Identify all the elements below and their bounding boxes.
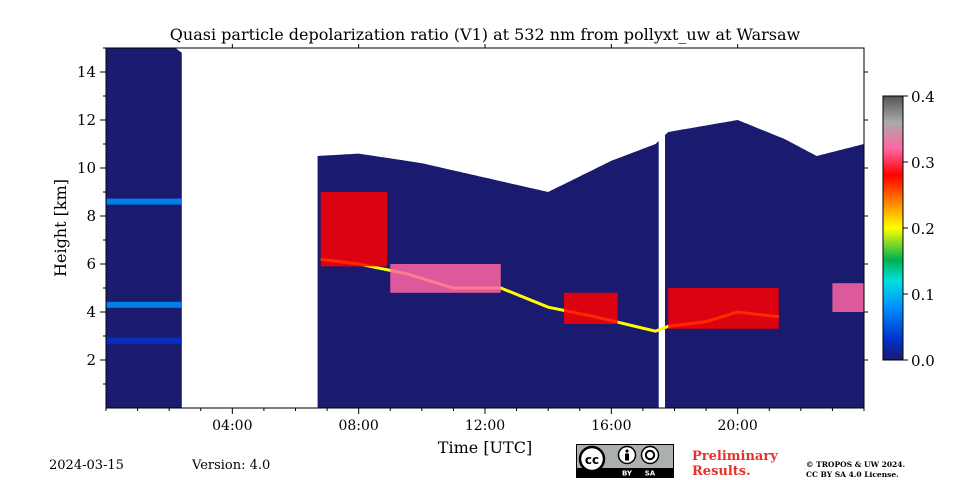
colorbar-axis: 0.0 0.1 0.2 0.3 0.4 [903, 88, 935, 370]
x-axis-label: Time [UTC] [438, 438, 532, 457]
y-axis: 2 4 6 8 10 12 14 [77, 47, 868, 385]
x-tick-label: 20:00 [717, 418, 757, 434]
x-tick-label: 16:00 [591, 418, 631, 434]
high-depol-feature [668, 288, 779, 329]
y-tick-label: 8 [86, 207, 96, 225]
preliminary-notice: Preliminary Results. [692, 449, 778, 479]
colorbar-tick-label: 0.3 [911, 154, 935, 172]
y-axis-label: Height [km] [51, 179, 70, 277]
y-tick-label: 4 [86, 303, 96, 321]
low-depol-layer [106, 337, 182, 344]
background-signal-region [106, 48, 864, 408]
colorbar-tick-label: 0.2 [911, 220, 935, 238]
svg-text:cc: cc [585, 453, 599, 467]
colorbar [882, 95, 904, 361]
y-tick-label: 12 [77, 111, 96, 129]
high-depol-feature [390, 264, 501, 293]
cc-sa-label: SA [645, 470, 656, 478]
preliminary-line-2: Results. [692, 464, 751, 479]
y-tick-label: 10 [77, 159, 96, 177]
low-depol-layer [106, 301, 182, 308]
x-tick-label: 04:00 [212, 418, 252, 434]
by-icon [617, 445, 637, 465]
high-depol-feature [563, 292, 618, 324]
cc-by-sa-badge: cc BY SA [576, 444, 674, 478]
cc-by-label: BY [622, 470, 633, 478]
y-tick-label: 2 [86, 351, 96, 369]
date-label: 2024-03-15 [49, 458, 124, 473]
chart-title: Quasi particle depolarization ratio (V1)… [170, 25, 801, 44]
y-tick-label: 6 [86, 255, 96, 273]
sa-icon [640, 445, 660, 465]
high-depol-feature [832, 283, 864, 312]
preliminary-line-1: Preliminary [692, 449, 778, 464]
cc-icon: cc [578, 445, 606, 473]
low-depol-layer [106, 198, 182, 205]
colorbar-tick-label: 0.4 [911, 88, 935, 106]
plot-area [106, 48, 864, 408]
high-depol-feature [320, 192, 388, 267]
x-axis: 04:00 08:00 12:00 16:00 20:00 [105, 44, 865, 434]
copyright-line-2: CC BY SA 4.0 License. [806, 470, 899, 479]
colorbar-tick-label: 0.0 [911, 352, 935, 370]
version-label: Version: 4.0 [192, 458, 271, 473]
copyright-notice: © TROPOS & UW 2024. CC BY SA 4.0 License… [806, 460, 905, 480]
x-tick-label: 08:00 [338, 418, 378, 434]
colorbar-tick-label: 0.1 [911, 286, 935, 304]
y-tick-label: 14 [77, 63, 96, 81]
copyright-line-1: © TROPOS & UW 2024. [806, 460, 906, 469]
x-tick-label: 12:00 [465, 418, 505, 434]
